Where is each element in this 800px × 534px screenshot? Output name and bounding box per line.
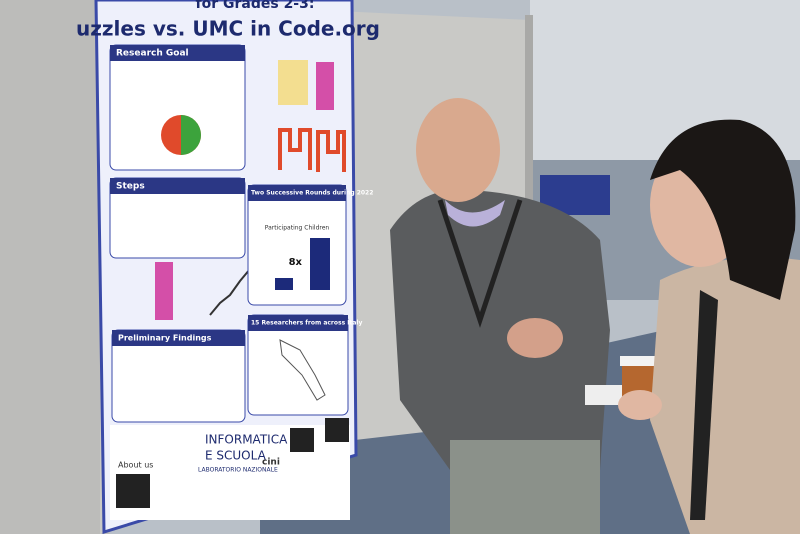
section-title: Two Successive Rounds during 2022 <box>251 190 373 197</box>
section-title: Steps <box>116 182 145 192</box>
section-title: Research Goal <box>116 49 189 59</box>
panel-header <box>112 330 245 346</box>
poster-title: uzzles vs. UMC in Code.org <box>76 17 380 41</box>
bar <box>310 238 330 290</box>
about-label: About us <box>118 461 153 470</box>
hand <box>618 390 662 420</box>
woman <box>618 119 800 534</box>
hands <box>507 318 563 358</box>
mask <box>445 200 505 227</box>
sweater <box>650 257 800 534</box>
poster-title: for Grades 2-3: <box>196 0 315 12</box>
maze <box>278 128 312 170</box>
logo-text: INFORMATICA <box>205 433 288 447</box>
bag-strap <box>690 290 718 520</box>
logo-brand: cini <box>262 458 280 468</box>
maze <box>316 130 346 172</box>
blocks <box>316 62 334 110</box>
panel-header <box>110 178 245 194</box>
panel-header <box>248 315 348 331</box>
chart-title: Participating Children <box>265 225 330 232</box>
blocks <box>155 262 173 320</box>
logo-text: E SCUOLA <box>205 449 267 463</box>
pants <box>450 440 600 534</box>
chart-label: 8x <box>289 257 303 268</box>
left-board <box>0 0 110 534</box>
italy-map <box>279 339 326 401</box>
pie <box>181 115 201 155</box>
panel-header <box>110 45 245 61</box>
blocks <box>278 60 308 105</box>
qr-code <box>325 418 349 442</box>
section-title: Preliminary Findings <box>118 334 212 343</box>
sweater <box>390 189 610 470</box>
section-title: 15 Researchers from across Italy <box>251 320 362 327</box>
man <box>390 98 610 534</box>
steps-drawing <box>209 268 251 316</box>
lanyard <box>437 199 523 328</box>
panel <box>247 184 347 306</box>
logo-text: LABORATORIO NAZIONALE <box>198 467 278 474</box>
cup-lid <box>620 356 668 366</box>
hair <box>650 119 796 301</box>
bar <box>275 278 293 290</box>
poster: for Grades 2-3: uzzles vs. UMC in Code.o… <box>76 0 380 534</box>
qr-code <box>116 474 150 508</box>
head <box>416 98 500 202</box>
qr-code <box>290 428 314 452</box>
panel-header <box>248 185 346 201</box>
